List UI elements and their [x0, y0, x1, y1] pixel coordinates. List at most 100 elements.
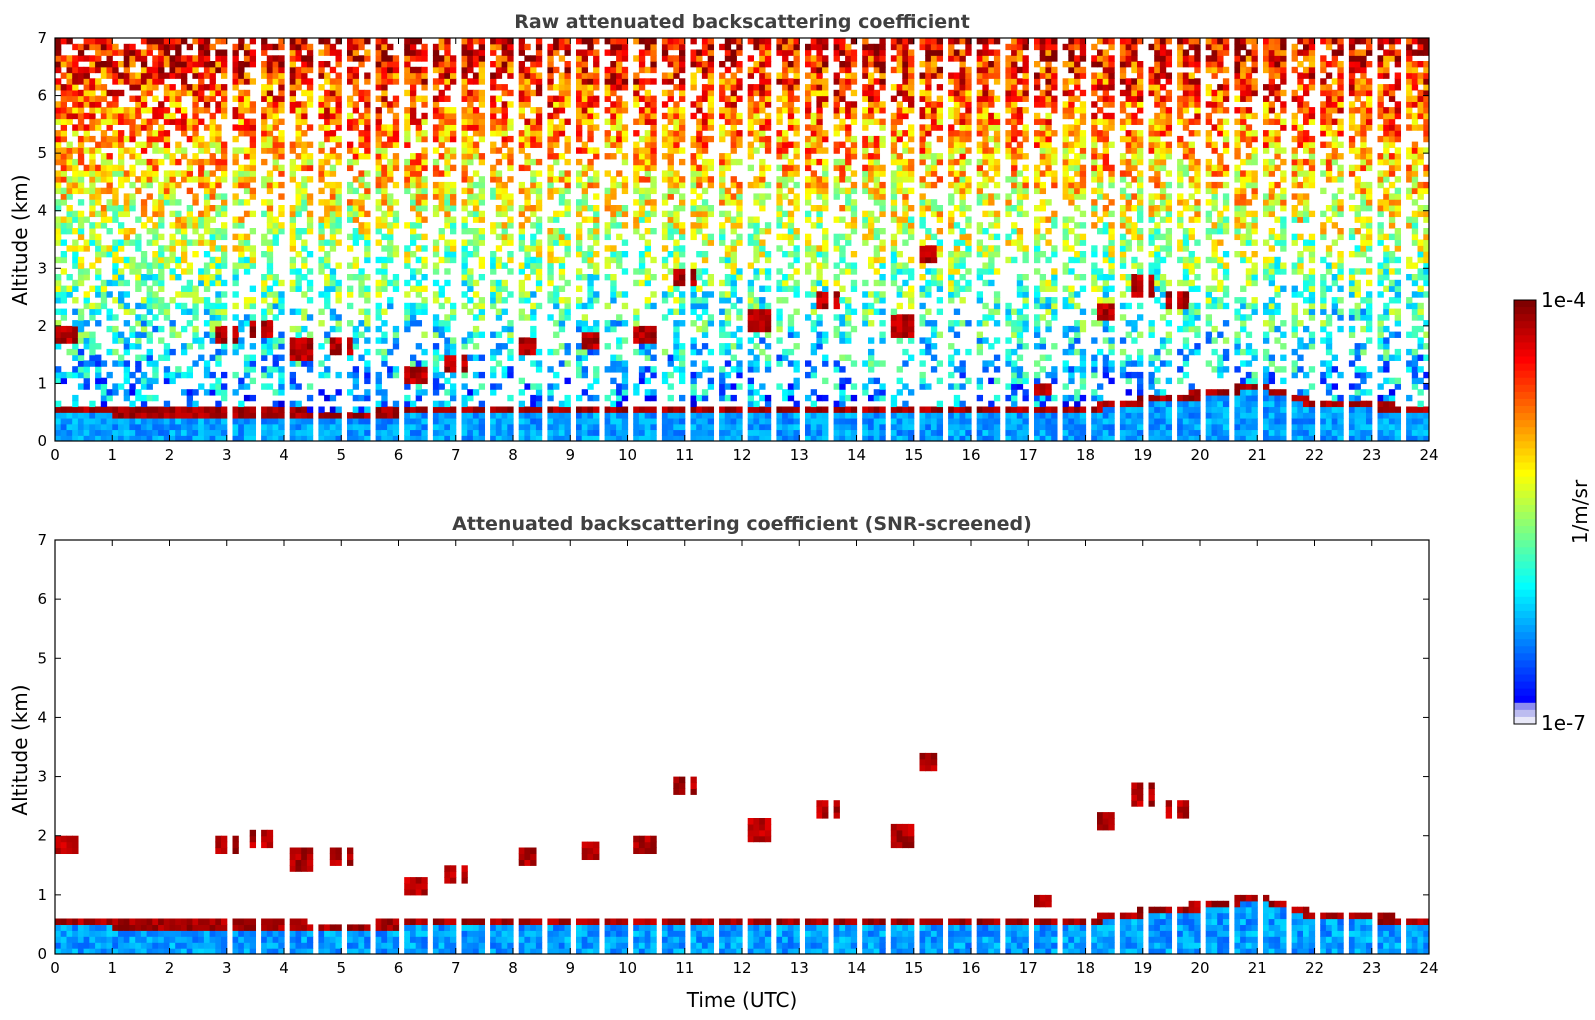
- x-tick-label: 18: [1076, 959, 1095, 977]
- colorbar-step: [1514, 582, 1536, 591]
- colorbar-step: [1514, 349, 1536, 358]
- x-tick-label: 22: [1305, 959, 1324, 977]
- colorbar-step: [1514, 321, 1536, 329]
- raw-backscatter-panel: Raw attenuated backscattering coefficien…: [8, 11, 1439, 464]
- colorbar-step: [1514, 660, 1536, 668]
- y-tick-label: 1: [37, 886, 47, 904]
- bottom-plot-frame: [54, 539, 1430, 955]
- colorbar-step: [1514, 483, 1536, 492]
- bottom-x-axis: 0 1 2 3 4 5 6 7 8 9 10 11 12 13 14 15 16 17 18 19 20 21 22 23 24: [50, 540, 1439, 977]
- x-tick-label: 22: [1305, 446, 1324, 464]
- colorbar-step: [1514, 448, 1536, 456]
- x-tick-label: 14: [847, 446, 866, 464]
- colorbar-step: [1514, 716, 1536, 725]
- x-tick-label: 0: [50, 446, 60, 464]
- colorbar-step: [1514, 681, 1536, 690]
- colorbar: 1e-4 1e-7 1/m/sr: [1513, 288, 1592, 735]
- x-tick-label: 17: [1019, 446, 1038, 464]
- y-tick-label: 0: [37, 432, 47, 450]
- colorbar-step: [1514, 398, 1536, 407]
- x-tick-label: 18: [1076, 446, 1095, 464]
- top-y-axis: 0 1 2 3 4 5 6 7: [37, 29, 1429, 450]
- colorbar-step: [1514, 342, 1536, 350]
- y-tick-label: 0: [37, 945, 47, 963]
- y-tick-label: 5: [37, 144, 47, 162]
- colorbar-step: [1514, 314, 1536, 322]
- y-tick-label: 3: [37, 768, 47, 786]
- x-tick-label: 6: [394, 959, 404, 977]
- x-tick-label: 8: [508, 446, 518, 464]
- x-tick-label: 7: [451, 446, 461, 464]
- colorbar-step: [1514, 653, 1536, 661]
- x-tick-label: 4: [279, 446, 289, 464]
- colorbar-step: [1514, 568, 1536, 577]
- colorbar-step: [1514, 596, 1536, 605]
- bottom-panel-title: Attenuated backscattering coefficient (S…: [452, 513, 1032, 535]
- colorbar-step: [1514, 420, 1536, 428]
- x-tick-label: 24: [1419, 446, 1438, 464]
- x-tick-label: 1: [107, 446, 117, 464]
- colorbar-step: [1514, 462, 1536, 471]
- colorbar-min-label: 1e-7: [1541, 711, 1586, 735]
- colorbar-step: [1514, 625, 1536, 633]
- y-tick-label: 6: [37, 590, 47, 608]
- colorbar-step: [1514, 688, 1536, 697]
- x-tick-label: 20: [1190, 446, 1209, 464]
- colorbar-step: [1514, 434, 1536, 442]
- colorbar-step: [1514, 561, 1536, 570]
- colorbar-step: [1514, 377, 1536, 386]
- colorbar-step: [1514, 589, 1536, 598]
- colorbar-step: [1514, 603, 1536, 612]
- x-tick-label: 9: [565, 446, 575, 464]
- x-tick-label: 3: [222, 446, 232, 464]
- colorbar-step: [1514, 533, 1536, 541]
- colorbar-step: [1514, 618, 1536, 626]
- x-tick-label: 4: [279, 959, 289, 977]
- colorbar-step: [1514, 391, 1536, 400]
- colorbar-step: [1514, 384, 1536, 393]
- colorbar-step: [1514, 646, 1536, 654]
- bottom-x-axis-label: Time (UTC): [686, 988, 798, 1012]
- colorbar-step: [1514, 307, 1536, 315]
- colorbar-step: [1514, 540, 1536, 548]
- top-panel-title: Raw attenuated backscattering coefficien…: [514, 11, 970, 33]
- x-tick-label: 9: [565, 959, 575, 977]
- snr-screened-panel: Attenuated backscattering coefficient (S…: [8, 513, 1439, 1012]
- x-tick-label: 15: [904, 959, 923, 977]
- colorbar-frame: [1513, 299, 1537, 725]
- x-tick-label: 8: [508, 959, 518, 977]
- colorbar-max-label: 1e-4: [1541, 288, 1586, 312]
- colorbar-units-label: 1/m/sr: [1568, 479, 1592, 544]
- colorbar-step: [1514, 370, 1536, 379]
- y-tick-label: 3: [37, 259, 47, 277]
- colorbar-step: [1514, 512, 1536, 520]
- x-tick-label: 21: [1248, 959, 1267, 977]
- top-y-axis-label: Altitude (km): [8, 174, 32, 305]
- x-tick-label: 19: [1133, 446, 1152, 464]
- colorbar-step: [1514, 667, 1536, 676]
- bottom-y-axis-label: Altitude (km): [8, 684, 32, 815]
- top-x-axis: 0 1 2 3 4 5 6 7 8 9 10 11 12 13 14 15 16 17 18 19 20 21 22 23 24: [50, 38, 1439, 464]
- snr-screened-heatmap: [55, 752, 1429, 954]
- colorbar-step: [1514, 356, 1536, 365]
- colorbar-step: [1514, 674, 1536, 683]
- y-tick-label: 2: [37, 317, 47, 335]
- x-tick-label: 19: [1133, 959, 1152, 977]
- colorbar-step: [1514, 547, 1536, 555]
- colorbar-step: [1514, 490, 1536, 499]
- x-tick-label: 5: [336, 446, 346, 464]
- colorbar-step: [1514, 526, 1536, 534]
- colorbar-step: [1514, 504, 1536, 513]
- colorbar-step: [1514, 519, 1536, 527]
- colorbar-gradient: [1514, 300, 1536, 725]
- x-tick-label: 11: [675, 446, 694, 464]
- colorbar-step: [1514, 497, 1536, 506]
- colorbar-step: [1514, 639, 1536, 647]
- colorbar-step: [1514, 695, 1536, 704]
- x-tick-label: 23: [1362, 446, 1381, 464]
- colorbar-step: [1514, 476, 1536, 485]
- x-tick-label: 3: [222, 959, 232, 977]
- colorbar-step: [1514, 328, 1536, 336]
- x-tick-label: 15: [904, 446, 923, 464]
